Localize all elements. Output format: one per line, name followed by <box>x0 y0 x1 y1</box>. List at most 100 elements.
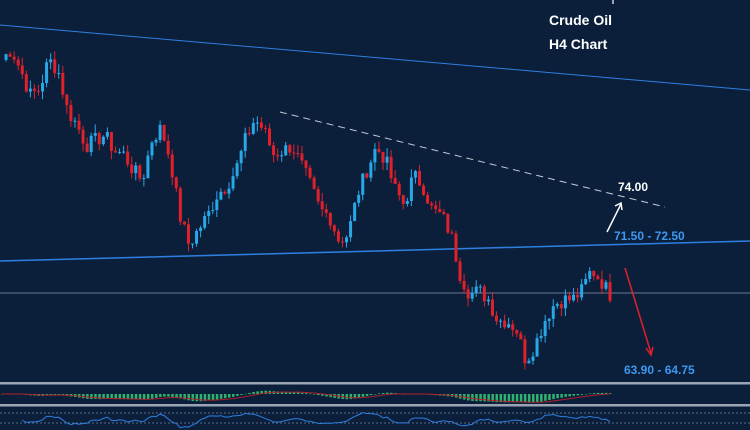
macd-histogram-bar <box>138 394 142 400</box>
macd-histogram-bar <box>183 394 186 400</box>
candle-body <box>604 282 608 289</box>
candle <box>231 167 235 192</box>
candle-body <box>170 154 174 178</box>
candle <box>170 149 174 186</box>
candle <box>162 124 166 142</box>
macd-histogram-bar <box>564 394 567 397</box>
candle <box>486 295 490 306</box>
macd-histogram-bar <box>345 394 349 400</box>
candle <box>186 217 190 252</box>
candle-body <box>85 143 89 153</box>
macd-histogram-bar <box>175 394 178 398</box>
candle-body <box>255 122 259 124</box>
candle-body <box>507 324 511 328</box>
candle-body <box>377 148 381 152</box>
candle-body <box>247 133 251 135</box>
candle-body <box>166 140 170 155</box>
macd-histogram-bar <box>284 391 288 394</box>
candle-body <box>223 191 227 194</box>
candle <box>474 280 478 297</box>
candle <box>430 201 434 210</box>
candle <box>312 175 316 190</box>
candle-body <box>272 145 276 156</box>
candle <box>36 84 40 96</box>
candle <box>332 224 336 236</box>
candle <box>572 287 576 302</box>
candle <box>535 333 539 357</box>
candle <box>600 270 604 295</box>
candle-body <box>316 189 320 202</box>
macd-histogram-bar <box>483 394 486 402</box>
candle-body <box>474 286 478 293</box>
candle-body <box>300 153 304 161</box>
candle <box>280 150 284 162</box>
support-trendline <box>0 240 750 262</box>
macd-histogram-bar <box>377 393 381 394</box>
candle <box>219 188 223 201</box>
candle-body <box>41 82 45 92</box>
candle-body <box>389 156 393 179</box>
macd-histogram-bar <box>609 393 612 394</box>
macd-histogram-bar <box>207 394 211 401</box>
macd-histogram-bar <box>126 394 130 400</box>
candle-body <box>430 203 434 206</box>
candle <box>393 170 397 185</box>
candle-body <box>142 178 146 180</box>
candle-body <box>276 155 280 157</box>
candle-body <box>134 165 138 174</box>
candle-body <box>251 123 255 134</box>
candle <box>276 148 280 161</box>
candle-body <box>466 289 470 299</box>
up-arrow-icon <box>606 201 623 233</box>
candle <box>336 228 340 244</box>
candle <box>203 211 207 230</box>
candle-body <box>563 295 567 309</box>
candle <box>247 126 251 137</box>
candle-body <box>511 324 515 330</box>
candle <box>584 273 588 286</box>
candle-body <box>320 201 324 210</box>
macd-panel <box>1 390 612 403</box>
candle-body <box>211 210 215 212</box>
macd-histogram-bar <box>588 393 592 395</box>
candle <box>32 84 36 99</box>
candle-body <box>24 74 28 92</box>
candle-body <box>109 132 113 151</box>
candle <box>539 329 543 342</box>
candle <box>304 159 308 176</box>
candle <box>345 235 349 248</box>
candle <box>320 192 324 217</box>
candle <box>57 64 61 79</box>
macd-histogram-bar <box>353 394 357 399</box>
macd-histogram-bar <box>244 393 247 395</box>
macd-histogram-bar <box>94 394 97 399</box>
macd-histogram-bar <box>130 394 134 400</box>
candle <box>292 144 296 160</box>
candle <box>567 291 571 304</box>
macd-histogram-bar <box>495 394 499 403</box>
candle-body <box>340 241 344 243</box>
candle <box>93 124 97 142</box>
candle-body <box>393 178 397 184</box>
macd-histogram-bar <box>556 394 559 399</box>
candle <box>243 127 247 158</box>
candle-body <box>105 132 109 137</box>
candle-body <box>442 211 446 215</box>
candle <box>511 320 515 337</box>
candle-body <box>195 231 199 244</box>
candle <box>507 317 511 329</box>
candle <box>450 229 454 235</box>
candle <box>515 329 519 337</box>
macd-histogram-bar <box>171 394 174 397</box>
macd-histogram-bar <box>248 392 251 394</box>
macd-histogram-bar <box>499 394 503 403</box>
macd-histogram-bar <box>596 392 600 394</box>
candle-body <box>126 151 130 165</box>
candle <box>211 201 215 215</box>
candle-body <box>215 199 219 211</box>
candle-body <box>284 145 288 156</box>
macd-histogram-bar <box>560 394 563 398</box>
candle-body <box>588 271 592 279</box>
candle-body <box>486 299 490 302</box>
macd-histogram-bar <box>382 392 385 394</box>
